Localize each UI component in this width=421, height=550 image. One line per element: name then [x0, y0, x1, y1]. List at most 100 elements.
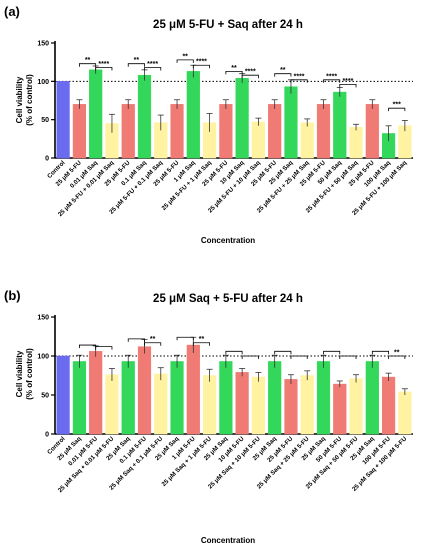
panel-b-significance-bracket: [225, 350, 243, 355]
panel-a-y-tick-label: 50: [41, 117, 49, 124]
panel-a-significance-bracket: [274, 73, 292, 77]
panel-b-bar: [170, 361, 184, 435]
panel-b-significance-bracket: [371, 350, 389, 355]
panel-b-bar: [349, 378, 363, 435]
panel-b-bar: [186, 344, 200, 435]
panel-a-significance-bracket: [225, 70, 243, 75]
panel-b-bar: [121, 361, 135, 435]
panel-a-bar: [186, 71, 200, 159]
panel-b-label: (b): [4, 288, 21, 303]
panel-a-bar: [235, 78, 249, 159]
panel-b-bar: [300, 375, 314, 435]
panel-b-significance-bracket: [241, 355, 259, 359]
panel-a-bar: [56, 81, 70, 159]
panel-b-xlabel: Concentration: [201, 536, 255, 545]
panel-b: (b) 25 μM Saq + 5-FU after 24 h Cell via…: [4, 288, 413, 545]
panel-a-bar: [72, 104, 87, 159]
panel-b-ylabel-line2: (% of control): [25, 348, 34, 400]
panel-b-bar: [235, 372, 249, 435]
panel-a-bar: [349, 127, 363, 159]
panel-a-significance-label: ****: [147, 61, 158, 68]
panel-a-significance-label: **: [85, 57, 91, 64]
panel-b-y-tick-label: 150: [37, 315, 49, 322]
panel-a-significance-bracket: [176, 59, 194, 63]
panel-a-significance-bracket: [144, 67, 162, 71]
panel-b-significance-label: **: [150, 336, 156, 343]
panel-a-significance-bracket: [95, 67, 113, 71]
panel-b-significance-bracket: [176, 336, 194, 341]
panel-a-significance-label: ***: [393, 102, 401, 109]
panel-b-bar: [105, 374, 119, 435]
panel-a-significance-label: **: [280, 67, 286, 74]
panel-a-significance-label: ****: [98, 61, 109, 68]
panel-b-y-tick-label: 100: [37, 354, 49, 361]
panel-a-ylabel-line2: (% of control): [25, 74, 34, 126]
panel-a-bar: [284, 86, 298, 159]
panel-a-bar: [137, 74, 152, 159]
panel-b-bar: [56, 355, 70, 435]
panel-a-label: (a): [4, 4, 20, 19]
panel-a: (a) 25 μM 5-FU + Saq after 24 h Cell via…: [4, 4, 413, 245]
panel-b-significance-bracket: [95, 346, 113, 350]
panel-b-significance-label: **: [199, 336, 205, 343]
panel-a-bar: [219, 104, 233, 159]
panel-a-significance-bracket: [241, 74, 259, 79]
panel-b-significance-bracket: [192, 342, 210, 346]
panel-b-significance-bracket: [127, 338, 145, 342]
panel-a-significance-label: **: [182, 53, 188, 60]
panel-b-bar: [398, 391, 412, 435]
panel-b-bar: [365, 361, 379, 435]
panel-b-significance-label: **: [394, 350, 400, 357]
panel-b-bar: [72, 361, 87, 435]
panel-b-bar: [268, 361, 282, 435]
panel-a-significance-bracket: [192, 64, 210, 69]
panel-a-bar: [333, 91, 347, 159]
panel-a-bar: [89, 69, 103, 159]
panel-a-significance-label: ****: [294, 73, 305, 80]
panel-a-significance-label: ****: [326, 73, 337, 80]
panel-b-significance-bracket: [274, 350, 292, 355]
panel-b-bar: [219, 361, 233, 435]
panel-a-title: 25 μM 5-FU + Saq after 24 h: [153, 19, 303, 31]
panel-b-bar: [316, 361, 331, 435]
panel-a-significance-bracket: [79, 63, 97, 67]
panel-a-bar: [121, 104, 135, 159]
panel-b-y-tick-label: 0: [45, 432, 49, 439]
panel-a-significance-label: ****: [245, 69, 256, 76]
panel-b-bar: [333, 383, 347, 435]
panel-a-significance-label: ****: [196, 59, 207, 66]
panel-a-bar: [365, 104, 379, 159]
panel-a-y-tick-label: 100: [37, 79, 49, 86]
panel-a-ylabel: Cell viability (% of control): [15, 74, 34, 126]
panel-a-y-tick-label: 0: [45, 156, 49, 163]
panel-a-significance-bracket: [290, 79, 308, 83]
panel-a-bar: [316, 104, 331, 159]
panel-b-significance-bracket: [290, 355, 308, 359]
panel-a-significance-bracket: [127, 63, 145, 67]
panel-b-significance-bracket: [323, 350, 341, 355]
panel-a-significance-bracket: [339, 84, 357, 88]
panel-b-bar: [89, 351, 103, 435]
panel-b-bar: [251, 376, 266, 435]
panel-b-significance-bracket: [339, 355, 357, 359]
panel-b-bar: [284, 379, 298, 435]
panel-b-title: 25 μM Saq + 5-FU after 24 h: [153, 293, 303, 305]
panel-a-significance-bracket: [323, 79, 341, 83]
panel-a-significance-label: **: [134, 57, 140, 64]
panel-b-ylabel-line1: Cell viability: [15, 350, 24, 397]
panel-a-xlabel: Concentration: [201, 236, 255, 245]
panel-b-y-tick-label: 50: [41, 393, 49, 400]
panel-a-bar: [300, 122, 314, 159]
panel-a-ylabel-line1: Cell viability: [15, 76, 24, 123]
panel-b-bar: [154, 373, 168, 435]
panel-a-bar: [251, 121, 266, 159]
panel-a-bar: [170, 104, 184, 159]
panel-a-y-tick-label: 150: [37, 41, 49, 48]
panel-b-bar: [381, 376, 396, 435]
panel-a-significance-label: **: [231, 65, 237, 72]
panel-b-significance-bracket: [144, 342, 162, 346]
panel-b-bar: [202, 375, 217, 435]
